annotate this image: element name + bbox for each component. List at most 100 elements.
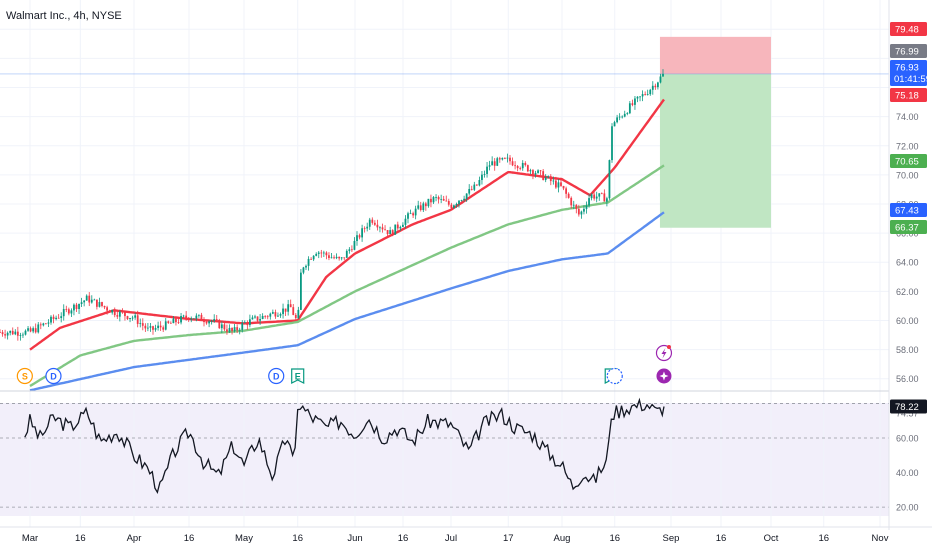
rsi-line [24, 397, 665, 494]
candle-body [62, 309, 65, 317]
candle-body [9, 330, 12, 333]
candle-body [126, 316, 129, 320]
candle-body [249, 319, 251, 326]
candle-body [256, 316, 259, 321]
candle-body [414, 208, 417, 216]
rsi-tag [890, 399, 927, 414]
candle-body [274, 312, 277, 317]
candle-body [356, 235, 358, 241]
candle-body [144, 325, 147, 329]
time-axis[interactable]: Mar 16 Apr 16 May 16 Jun 16 Jul 17 Aug 16 Sep 16 Oct 16… [22, 533, 889, 544]
candle-body [491, 161, 494, 166]
candle-body [417, 205, 420, 209]
candle-body [376, 224, 379, 228]
candle-body [238, 329, 241, 331]
candle-body [463, 198, 465, 201]
rsi-levels [0, 403, 889, 508]
candle-body [544, 177, 547, 180]
candle-body [389, 230, 392, 235]
price-tick-label: 56.00 [896, 374, 919, 384]
price-tag [890, 44, 927, 58]
candle-body [616, 117, 618, 123]
candle-body [460, 200, 463, 201]
candle-body [0, 332, 1, 333]
rsi-tag-label: 78.22 [895, 402, 919, 413]
price-tag-label: 70.65 [895, 157, 919, 168]
candle-body [572, 204, 575, 206]
ema-fast-line [29, 98, 665, 351]
candle-body [159, 325, 162, 328]
candle-body [106, 307, 108, 311]
candle-body [366, 226, 369, 229]
time-tick-label: 16 [818, 533, 829, 544]
time-tick-label: Mar [22, 533, 38, 544]
candle-body [118, 311, 121, 317]
candle-body [231, 327, 233, 331]
candle-body [85, 295, 88, 301]
candle-body [488, 165, 491, 167]
candle-body [338, 256, 341, 259]
candle-body [297, 309, 300, 319]
candle-body [27, 328, 29, 331]
candle-body [600, 193, 603, 195]
candle-body [80, 302, 83, 304]
stop-loss-zone[interactable] [659, 36, 771, 74]
candle-body [315, 253, 318, 256]
candle-body [322, 252, 325, 254]
take-profit-zone[interactable] [659, 73, 771, 228]
candle-body [215, 319, 218, 320]
candle-body [32, 328, 35, 332]
candle-body [185, 315, 188, 318]
vertical-gridlines [29, 0, 881, 527]
candle-body [465, 193, 468, 199]
candle-body [147, 327, 149, 329]
candle-body [129, 317, 131, 320]
candle-body [440, 198, 443, 200]
candle-body [654, 85, 657, 88]
candle-body [514, 165, 516, 167]
lightning-icon [661, 348, 667, 359]
candle-body [139, 323, 142, 324]
candle-body [302, 267, 305, 273]
candle-body [223, 324, 226, 330]
price-tag-label: 66.37 [895, 223, 919, 234]
candle-body [11, 330, 14, 335]
candle-body [524, 162, 527, 166]
candle-body [289, 304, 292, 308]
rsi-band [0, 403, 889, 516]
time-tick-label: 16 [292, 533, 303, 544]
candle-body [208, 321, 210, 324]
candle-body [361, 228, 363, 238]
dividend-event-label: D [50, 372, 57, 382]
candle-body [180, 316, 182, 323]
candle-body [478, 180, 481, 186]
candle-body [381, 227, 384, 230]
candle-body [335, 256, 338, 259]
candle-body [501, 157, 504, 160]
candle-body [455, 204, 458, 206]
candle-body [611, 126, 613, 161]
candle-body [432, 197, 435, 203]
candle-body [442, 198, 445, 201]
candle-body [75, 304, 78, 309]
candle-body [519, 168, 522, 169]
countdown-label: 01:41:59 [894, 74, 931, 85]
time-tick-label: 16 [398, 533, 409, 544]
candle-body [473, 184, 476, 190]
event-markers[interactable]: SDDEE [16, 344, 673, 385]
moving-averages [29, 98, 665, 392]
candle-body [57, 317, 60, 319]
chart-title: Walmart Inc., 4h, NYSE [6, 10, 122, 22]
candle-body [368, 219, 371, 227]
candle-body [333, 257, 335, 259]
candle-body [149, 326, 152, 328]
candle-body [154, 328, 157, 330]
candle-body [195, 315, 198, 319]
candle-body [358, 235, 361, 238]
candle-body [343, 257, 346, 259]
candle-body [483, 173, 486, 175]
candle-body [603, 193, 606, 202]
candle-body [60, 316, 63, 318]
candle-body [93, 299, 96, 301]
